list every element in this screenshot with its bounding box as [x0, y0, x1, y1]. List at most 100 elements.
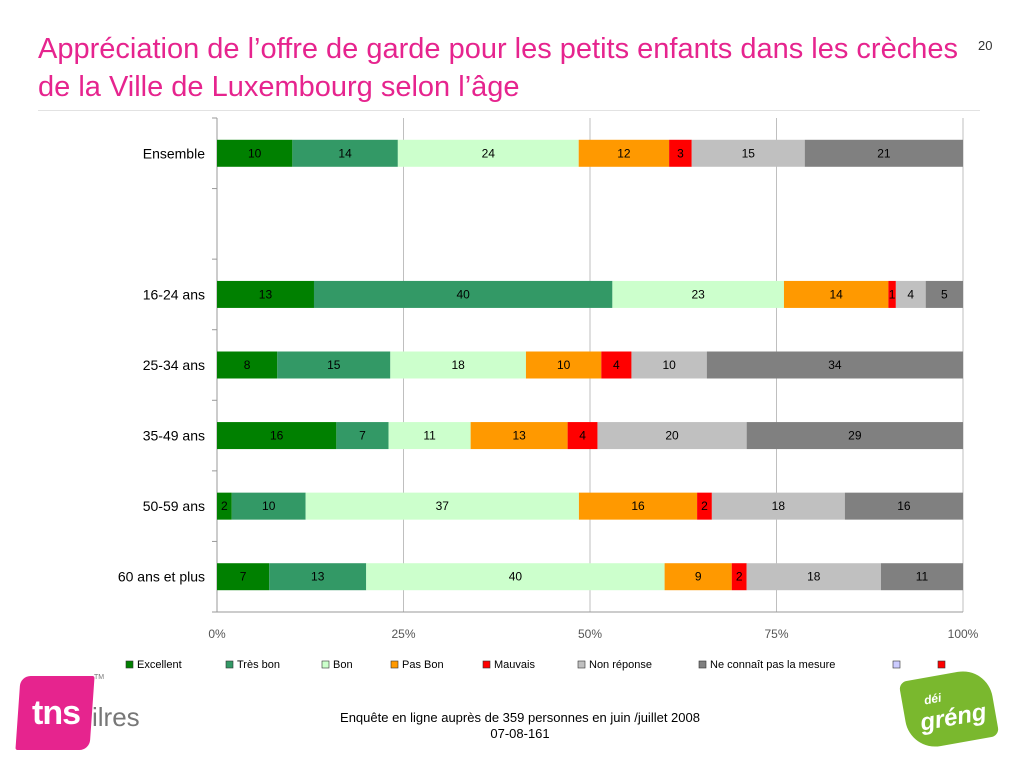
data-label: 16 — [897, 499, 911, 513]
category-label: 50-59 ans — [143, 498, 205, 514]
data-label: 10 — [248, 146, 262, 160]
category-label: 60 ans et plus — [118, 569, 205, 585]
bar-segment — [336, 422, 389, 450]
bar-segment — [269, 563, 367, 591]
data-label: 16 — [631, 499, 645, 513]
bar-segment — [925, 280, 963, 308]
data-label: 34 — [828, 358, 842, 372]
bar-segment — [844, 492, 963, 520]
data-label: 18 — [807, 570, 821, 584]
bar-segment — [390, 351, 526, 379]
bar-segment — [388, 422, 471, 450]
legend-label: Ne connaît pas la mesure — [710, 659, 835, 671]
data-label: 13 — [259, 287, 273, 301]
data-label: 1 — [889, 287, 896, 301]
bar-segment — [746, 422, 963, 450]
data-label: 20 — [665, 429, 679, 443]
category-label: 16-24 ans — [143, 286, 205, 302]
data-label: 8 — [244, 358, 251, 372]
bar-segment — [305, 492, 579, 520]
data-label: 2 — [221, 499, 228, 513]
x-tick-label: 25% — [391, 627, 415, 641]
legend-swatch — [125, 660, 134, 669]
legend-swatch — [577, 660, 586, 669]
x-tick-label: 75% — [764, 627, 788, 641]
bar-segment — [277, 351, 391, 379]
bar-segment — [217, 351, 278, 379]
data-label: 40 — [509, 570, 523, 584]
slide-title: Appréciation de l’offre de garde pour le… — [38, 33, 958, 103]
data-label: 18 — [451, 358, 465, 372]
data-label: 13 — [311, 570, 325, 584]
bar-segment — [217, 280, 314, 308]
legend-label: Pas Bon — [402, 659, 444, 671]
data-label: 40 — [457, 287, 471, 301]
bar-segment — [697, 492, 712, 520]
x-tick-label: 100% — [948, 627, 979, 641]
bar-segment — [612, 280, 784, 308]
data-label: 7 — [359, 429, 366, 443]
bar-segment — [292, 139, 398, 167]
legend-swatch — [225, 660, 234, 669]
bar-segment — [578, 492, 698, 520]
legend-swatch — [482, 660, 491, 669]
data-label: 5 — [941, 287, 948, 301]
bar-segment — [895, 280, 926, 308]
legend-label: Mauvais — [494, 659, 535, 671]
bar-segment — [597, 422, 747, 450]
data-label: 14 — [830, 287, 844, 301]
bar-segment — [366, 563, 665, 591]
page-number: 20 — [978, 38, 993, 53]
category-label: 25-34 ans — [143, 357, 205, 373]
category-label: Ensemble — [143, 145, 205, 161]
bar-segment — [231, 492, 306, 520]
bar-segment — [217, 422, 337, 450]
bar-segment — [525, 351, 602, 379]
ilres-logo-text: ilres — [92, 702, 140, 732]
data-label: 23 — [691, 287, 705, 301]
bar-segment — [601, 351, 632, 379]
bar-segment — [746, 563, 881, 591]
tns-ilres-logo: tns TM ilres — [15, 672, 148, 752]
data-label: 3 — [677, 146, 684, 160]
data-label: 29 — [848, 429, 862, 443]
legend-swatch — [321, 660, 330, 669]
survey-description: Enquête en ligne auprès de 359 personnes… — [340, 710, 700, 725]
data-label: 24 — [482, 146, 496, 160]
bar-segment — [217, 492, 232, 520]
x-tick-label: 50% — [578, 627, 602, 641]
bar-segment — [804, 139, 963, 167]
legend-swatch — [892, 660, 901, 669]
bar-segment — [217, 139, 293, 167]
bar-segment — [669, 139, 692, 167]
bar-segment — [578, 139, 670, 167]
bar-segment — [706, 351, 963, 379]
tns-logo-text: tns — [32, 694, 81, 732]
legend-swatch — [390, 660, 399, 669]
data-label: 11 — [423, 429, 436, 443]
trademark-mark: TM — [94, 674, 105, 681]
data-label: 10 — [662, 358, 676, 372]
dei-greng-logo: déi gréng — [898, 666, 1000, 752]
data-label: 4 — [907, 287, 914, 301]
data-label: 14 — [338, 146, 352, 160]
bar-segment — [397, 139, 579, 167]
data-label: 15 — [742, 146, 756, 160]
data-label: 10 — [557, 358, 571, 372]
data-label: 2 — [701, 499, 708, 513]
stacked-bar-chart: 0% 25% 50% 75% 100%Ensemble 10 14 24 12 3 15 2116-2… — [118, 117, 979, 671]
data-label: 37 — [436, 499, 450, 513]
bar-segment — [888, 280, 896, 308]
bar-segment — [567, 422, 598, 450]
bar-segment — [470, 422, 568, 450]
bar-segment — [783, 280, 889, 308]
footer-note: Enquête en ligne auprès de 359 personnes… — [230, 710, 810, 742]
data-label: 11 — [916, 570, 929, 584]
data-label: 7 — [240, 570, 247, 584]
bar-segment — [691, 139, 805, 167]
bar-segment — [664, 563, 732, 591]
data-label: 18 — [772, 499, 786, 513]
greng-logo-small-text: déi — [922, 690, 943, 708]
x-tick-label: 0% — [208, 627, 226, 641]
legend-label: Non réponse — [589, 659, 652, 671]
